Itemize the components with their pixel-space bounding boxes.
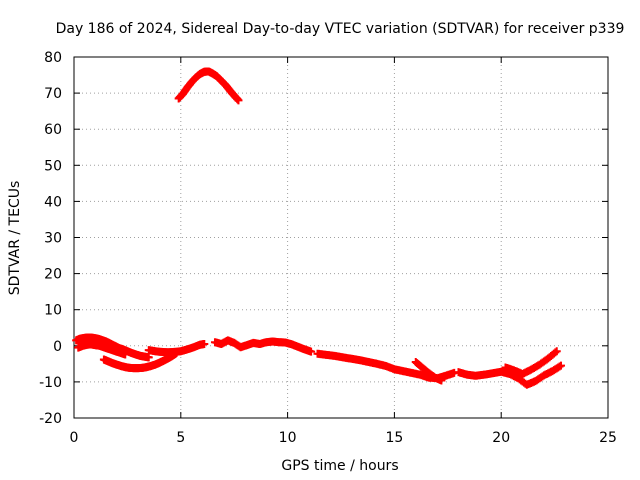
data-point <box>144 353 153 362</box>
data-point <box>551 348 560 357</box>
y-tick-label: 40 <box>44 194 62 210</box>
y-tick-label: 30 <box>44 231 62 247</box>
axis-ticks: 0 5 10 15 20 25 -20 -10 0 10 20 30 40 50 60 70 80 <box>39 50 617 446</box>
series-arc-afternoon <box>313 349 459 383</box>
series-arc-late <box>454 361 566 389</box>
y-tick-label: 60 <box>44 122 62 138</box>
x-tick-label: 10 <box>279 430 297 446</box>
y-tick-label: -20 <box>39 411 62 427</box>
data-point <box>234 96 243 105</box>
y-tick-label: 70 <box>44 86 62 102</box>
x-tick-label: 20 <box>492 430 510 446</box>
data-point <box>121 350 130 359</box>
x-tick-label: 0 <box>70 430 79 446</box>
series-arc-evening <box>411 358 446 385</box>
data-point <box>307 347 316 356</box>
y-axis-label: SDTVAR / TECUs <box>7 181 23 296</box>
x-tick-label: 25 <box>599 430 617 446</box>
y-tick-label: 50 <box>44 158 62 174</box>
y-tick-label: 20 <box>44 267 62 283</box>
series-arc-early-lower <box>99 349 181 373</box>
data-point <box>557 361 566 370</box>
data-points <box>72 67 566 389</box>
data-point <box>552 347 561 356</box>
data-point <box>200 339 209 348</box>
series-arc-midday <box>210 336 316 356</box>
chart-title: Day 186 of 2024, Sidereal Day-to-day VTE… <box>56 21 625 37</box>
y-tick-label: 80 <box>44 50 62 66</box>
series-arc-early-mid <box>74 340 130 359</box>
y-tick-label: 10 <box>44 303 62 319</box>
series-arc-high <box>174 67 243 105</box>
x-axis-label: GPS time / hours <box>281 458 398 474</box>
series-arc-link <box>144 339 209 357</box>
x-tick-label: 5 <box>176 430 185 446</box>
series-arc-late-upper <box>501 347 561 378</box>
y-tick-label: 0 <box>53 339 62 355</box>
y-tick-label: -10 <box>39 375 62 391</box>
data-point <box>437 376 446 385</box>
x-tick-label: 15 <box>385 430 403 446</box>
